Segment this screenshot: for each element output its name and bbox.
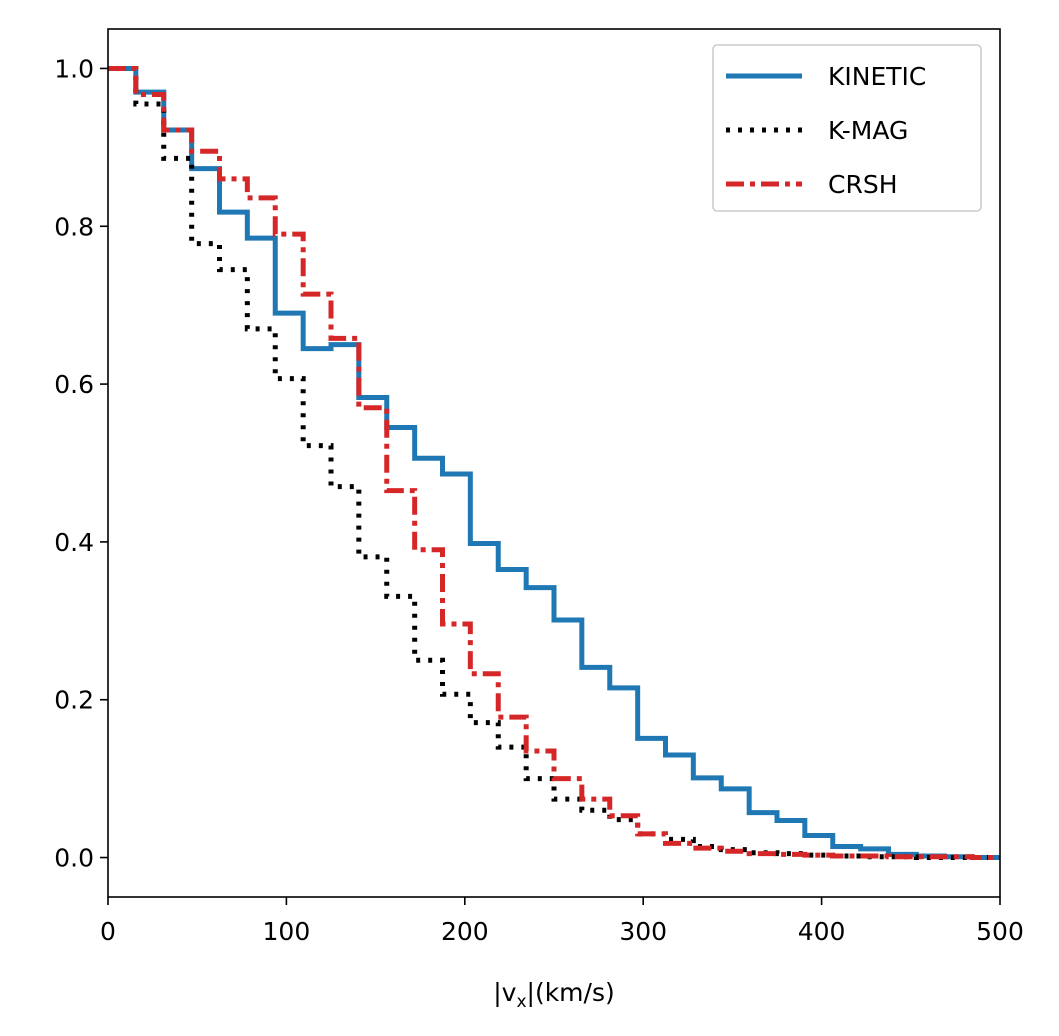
series-line-kinetic xyxy=(108,65,1000,861)
y-tick-label: 0.4 xyxy=(54,528,94,557)
series-line-k-mag xyxy=(108,65,1000,861)
x-axis: 0 100 200 300 400 500 xyxy=(100,897,1024,946)
x-axis-label-subscript: x xyxy=(516,992,526,1012)
series-line-crsh xyxy=(108,65,1000,861)
y-tick-label: 0.6 xyxy=(54,370,94,399)
x-axis-label: |vx|(km/s) xyxy=(493,978,615,1012)
legend-label: K-MAG xyxy=(828,116,908,145)
y-tick-label: 1.0 xyxy=(54,54,94,83)
y-axis: 0.0 0.2 0.4 0.6 0.8 1.0 xyxy=(54,54,108,873)
legend: KINETIC K-MAG CRSH xyxy=(712,44,982,212)
x-tick-label: 300 xyxy=(619,917,667,946)
x-tick-label: 0 xyxy=(100,917,116,946)
series-layer xyxy=(108,65,1000,861)
x-tick-label: 500 xyxy=(976,917,1024,946)
legend-box xyxy=(712,44,982,212)
x-axis-label-units: |(km/s) xyxy=(527,978,615,1007)
x-tick-label: 100 xyxy=(263,917,311,946)
x-tick-label: 200 xyxy=(441,917,489,946)
legend-label: CRSH xyxy=(828,170,898,199)
y-tick-label: 0.0 xyxy=(54,844,94,873)
x-axis-label-main: |v xyxy=(493,978,516,1007)
plot-frame xyxy=(107,28,1001,898)
x-tick-label: 400 xyxy=(798,917,846,946)
y-tick-label: 0.2 xyxy=(54,686,94,715)
legend-label: KINETIC xyxy=(828,62,926,91)
y-tick-label: 0.8 xyxy=(54,212,94,241)
